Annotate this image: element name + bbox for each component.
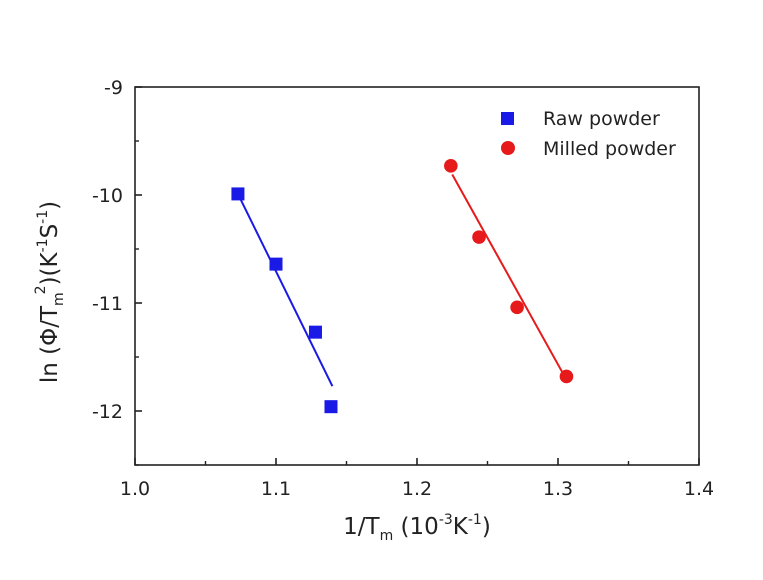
- y-tick-label: -9: [104, 77, 123, 99]
- data-point-milled-powder: [472, 230, 486, 244]
- data-point-raw-powder: [324, 400, 338, 414]
- legend: Raw powder Milled powder: [501, 108, 676, 160]
- data-point-milled-powder: [510, 300, 524, 315]
- legend-label-raw-powder: Raw powder: [543, 108, 660, 130]
- x-tick-label: 1.3: [543, 478, 573, 500]
- data-point-raw-powder: [308, 325, 322, 339]
- data-point-milled-powder: [559, 369, 574, 384]
- legend-label-milled-powder: Milled powder: [543, 138, 676, 160]
- data-point-milled-powder: [444, 159, 458, 173]
- y-axis-title: ln (Φ/Tm2)(K-1S-1): [33, 201, 67, 383]
- x-tick-label: 1.2: [402, 478, 432, 500]
- y-tick-label: -12: [92, 401, 123, 423]
- x-tick-label: 1.4: [684, 478, 714, 500]
- x-axis-title: 1/Tm (10-3K-1): [343, 512, 491, 544]
- data-point-raw-powder: [231, 187, 245, 201]
- fit-lines: [237, 173, 568, 387]
- data-point-raw-powder: [269, 257, 283, 271]
- data-markers: [231, 159, 574, 414]
- axis-ticks: 1.0 1.1 1.2 1.3 1.4 -12 -11 -10 -9: [92, 77, 714, 500]
- fit-line-milled-powder: [451, 173, 568, 381]
- x-tick-label: 1.0: [120, 478, 150, 500]
- legend-symbol-raw-powder: [501, 112, 514, 125]
- y-tick-label: -11: [92, 293, 123, 315]
- y-tick-label: -10: [92, 185, 123, 207]
- x-tick-label: 1.1: [261, 478, 291, 500]
- fit-line-raw-powder: [237, 193, 334, 387]
- legend-symbol-milled-powder: [501, 141, 515, 155]
